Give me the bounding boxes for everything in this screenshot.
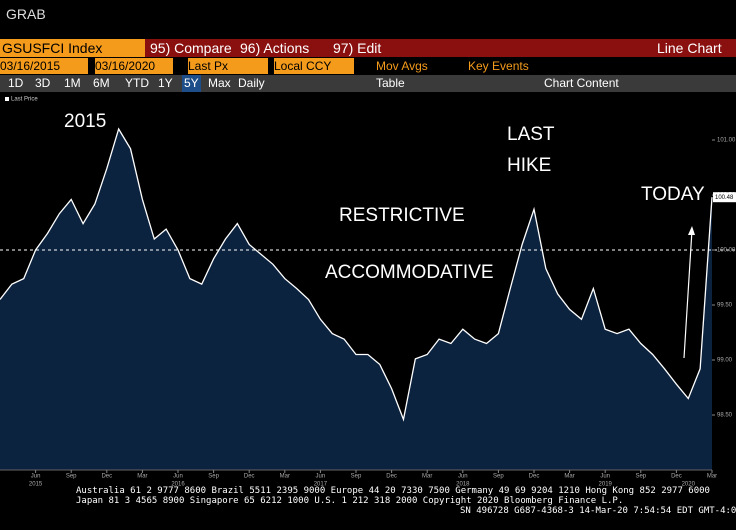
start-date[interactable]: 03/16/2015 — [0, 58, 88, 74]
x-tick-label: Jun — [458, 474, 468, 480]
chart: Last Price98.5099.0099.50100.00100.50101… — [0, 92, 736, 488]
arrow — [683, 229, 693, 359]
range-button[interactable]: Max — [208, 76, 231, 90]
annotation: ACCOMMODATIVE — [325, 262, 494, 283]
legend-label: Last Price — [11, 97, 38, 103]
y-tick-label: 101.00 — [717, 138, 736, 144]
x-tick-label: Dec — [101, 474, 112, 480]
annotation: LAST — [507, 124, 555, 145]
x-tick-label: Jun — [31, 474, 41, 480]
mov-avgs[interactable]: Mov Avgs — [376, 59, 428, 73]
security[interactable]: GSUSFCI Index — [0, 39, 145, 57]
x-tick-label: Jun — [173, 474, 183, 480]
year-label: 2016 — [171, 482, 185, 488]
range-button[interactable]: 1Y — [158, 76, 173, 90]
x-tick-label: Sep — [351, 474, 362, 480]
x-tick-label: Jun — [600, 474, 610, 480]
footer-line: SN 496728 G687-4368-3 14-Mar-20 7:54:54 … — [460, 506, 736, 516]
last-value-label: 100.48 — [715, 195, 734, 201]
line — [0, 127, 713, 422]
last-value-box — [713, 192, 736, 203]
x-tick-label: Dec — [529, 474, 540, 480]
year-label: 2015 — [29, 482, 43, 488]
x-tick-label: Sep — [493, 474, 504, 480]
x-tick-label: Mar — [137, 474, 147, 480]
x-tick-label: Sep — [66, 474, 77, 480]
y-tick-label: 99.50 — [717, 303, 733, 309]
year-label: 2018 — [456, 482, 470, 488]
table-button[interactable]: Table — [376, 76, 405, 90]
range-button[interactable]: 1D — [8, 76, 24, 90]
year-label: 2019 — [599, 482, 613, 488]
range-button[interactable]: 3D — [35, 76, 51, 90]
toolbar — [0, 75, 736, 92]
field[interactable]: Last Px — [188, 58, 268, 74]
range-button[interactable]: 1M — [64, 76, 81, 90]
actions-button[interactable]: 96) Actions — [240, 40, 310, 56]
edit-button[interactable]: 97) Edit — [333, 40, 382, 56]
end-date[interactable]: 03/16/2020 — [95, 58, 173, 74]
command-bar — [0, 39, 736, 57]
legend-swatch — [5, 97, 9, 101]
view-name: Line Chart — [657, 40, 722, 56]
chart-content-button[interactable]: Chart Content — [544, 76, 619, 90]
header: GRAB — [6, 6, 46, 22]
x-tick-label: Mar — [564, 474, 574, 480]
footer-line: Japan 81 3 4565 8900 Singapore 65 6212 1… — [76, 496, 624, 506]
annotation: RESTRICTIVE — [339, 205, 465, 226]
key-events[interactable]: Key Events — [468, 59, 529, 73]
annotation: 2015 — [64, 111, 106, 132]
currency[interactable]: Local CCY — [274, 58, 354, 74]
x-tick-label: Mar — [422, 474, 432, 480]
x-tick-label: Sep — [208, 474, 219, 480]
range-button[interactable]: 6M — [93, 76, 110, 90]
footer-line: Australia 61 2 9777 8600 Brazil 5511 239… — [76, 486, 710, 496]
arrow-head — [688, 226, 695, 235]
annotation: TODAY — [641, 184, 705, 205]
year-label: 2017 — [314, 482, 328, 488]
x-tick-label: Mar — [707, 474, 717, 480]
range-button[interactable]: Daily — [238, 76, 265, 90]
y-tick-label: 98.50 — [717, 413, 733, 419]
area — [0, 129, 712, 470]
x-tick-label: Dec — [244, 474, 255, 480]
x-tick-label: Dec — [671, 474, 682, 480]
compare-button[interactable]: 95) Compare — [150, 40, 232, 56]
y-tick-label: 99.00 — [717, 358, 733, 364]
range-button[interactable]: 5Y — [182, 75, 201, 92]
x-tick-label: Mar — [280, 474, 290, 480]
x-tick-label: Sep — [635, 474, 646, 480]
x-tick-label: Jun — [316, 474, 326, 480]
year-label: 2020 — [682, 482, 696, 488]
annotation: HIKE — [507, 155, 551, 176]
range-button[interactable]: YTD — [125, 76, 149, 90]
x-tick-label: Dec — [386, 474, 397, 480]
y-tick-label: 100.00 — [717, 248, 736, 254]
